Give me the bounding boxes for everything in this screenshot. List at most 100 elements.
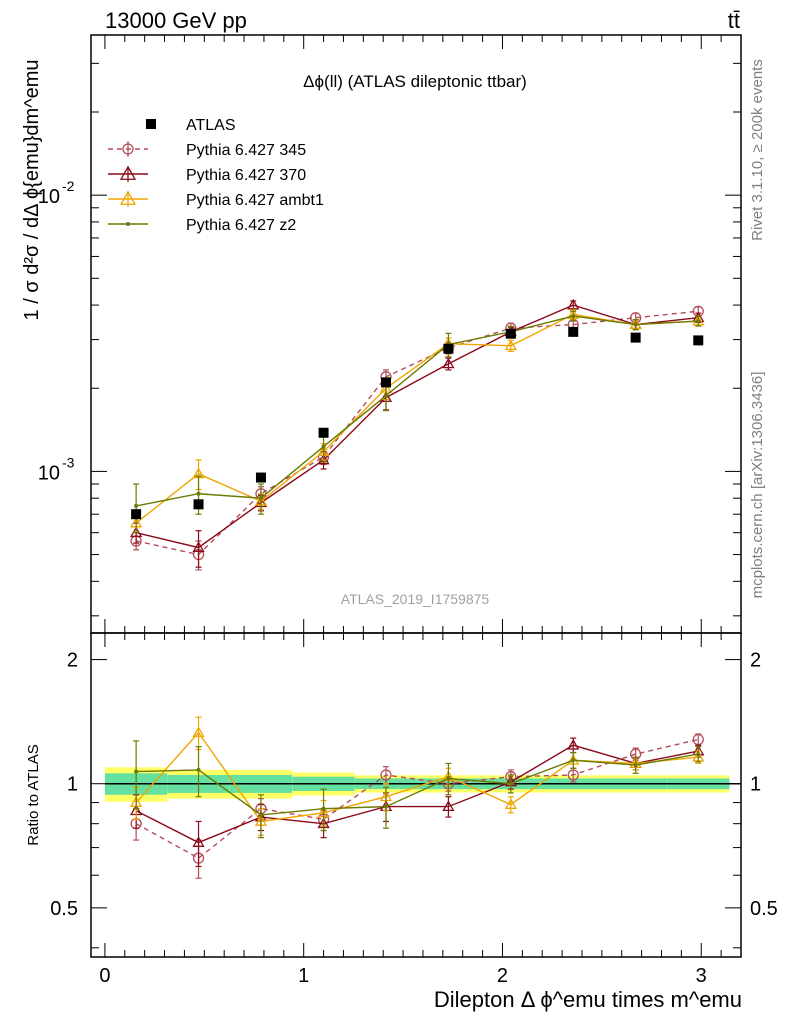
data-point: [442, 800, 455, 812]
data-point: [567, 769, 579, 781]
data-point: [633, 322, 638, 327]
data-point: [318, 427, 329, 438]
data-point: [630, 332, 641, 343]
series-line: [135, 304, 699, 549]
ratio-tick-label-right: 0.5: [750, 898, 778, 920]
header-left-label: 13000 GeV pp: [105, 8, 247, 33]
data-point: [633, 763, 638, 768]
data-point: [126, 222, 130, 226]
data-point: [442, 357, 455, 369]
data-point: [317, 453, 330, 465]
data-point: [255, 472, 266, 483]
legend-label: Pythia 6.427 z2: [186, 217, 296, 234]
y-tick-exponent: -3: [62, 454, 75, 470]
data-point: [134, 503, 139, 508]
legend: ATLAS Pythia 6.427 345 Pythia 6.427 370 Pyt…: [108, 117, 324, 234]
series-pythia-6-427-370: [130, 298, 705, 568]
data-point: [571, 758, 576, 763]
series-line: [135, 315, 699, 507]
analysis-id: ATLAS_2019_I1759875: [341, 591, 490, 607]
data-point: [196, 491, 201, 496]
series-atlas: [131, 326, 704, 520]
legend-entry: Pythia 6.427 370: [108, 165, 306, 184]
data-point: [196, 767, 201, 772]
data-point: [130, 526, 143, 538]
data-point: [571, 314, 576, 319]
data-point: [692, 733, 704, 746]
data-point: [192, 541, 205, 552]
data-point: [321, 444, 326, 449]
data-point: [192, 726, 205, 738]
data-point: [696, 319, 701, 324]
data-point: [504, 339, 517, 351]
data-point: [383, 804, 388, 809]
ratio-tick-label-right: 2: [750, 650, 761, 672]
chart-title: Δϕ(ll) (ATLAS dileptonic ttbar): [303, 72, 527, 91]
data-point: [696, 752, 701, 757]
legend-entry: ATLAS: [146, 117, 236, 134]
x-tick-label: 0: [99, 965, 110, 987]
ratio-line: [135, 744, 699, 844]
data-point: [383, 393, 388, 398]
ratio-series-pythia-6-427-z2: [133, 740, 702, 839]
ratio-series-pythia-6-427-370: [130, 737, 705, 868]
data-point: [567, 738, 580, 750]
source-label: mcplots.cern.ch [arXiv:1306.3436]: [749, 372, 766, 599]
ratio-line: [135, 738, 699, 859]
data-point: [504, 798, 517, 809]
ratio-tick-label-right: 1: [750, 774, 761, 796]
data-point: [119, 165, 137, 180]
data-point: [693, 335, 704, 346]
legend-label: Pythia 6.427 ambt1: [186, 192, 324, 209]
legend-label: Pythia 6.427 345: [186, 142, 306, 159]
data-point: [134, 769, 139, 774]
data-point: [380, 377, 391, 388]
data-point: [321, 806, 326, 811]
series-pythia-6-427-z2: [133, 310, 702, 534]
ratio-tick-label: 2: [67, 650, 78, 672]
series-pythia-6-427-345: [130, 305, 704, 571]
main-plot-area: [130, 298, 705, 571]
ratio-tick-label: 1: [67, 774, 78, 796]
ratio-frame: [90, 632, 742, 958]
x-tick-label: 3: [696, 965, 707, 987]
y-axis-title: 1 / σ d²σ / dΔ ϕ{emu}dm^emu: [21, 60, 43, 321]
ratio-line: [136, 753, 699, 816]
y-tick-exponent: -2: [62, 178, 75, 194]
legend-label: ATLAS: [186, 117, 236, 134]
data-point: [443, 343, 454, 354]
ratio-plot-area: [104, 716, 741, 879]
data-point: [193, 499, 204, 510]
legend-entry: Pythia 6.427 z2: [108, 217, 296, 234]
data-point: [119, 190, 137, 205]
x-tick-label: 2: [497, 965, 508, 987]
data-point: [131, 509, 142, 520]
series-pythia-6-427-ambt1: [130, 308, 705, 534]
ratio-axis-title: Ratio to ATLAS: [25, 744, 42, 845]
data-point: [258, 812, 263, 817]
ratio-line: [135, 731, 699, 823]
series-line: [135, 310, 699, 556]
y-tick-label: 10: [38, 462, 60, 484]
x-axis-title: Dilepton Δ ϕ^emu times m^emu: [434, 987, 742, 1012]
data-point: [122, 143, 134, 155]
axes: 0 1 2 310 -310 -20.5 0.51 12 2: [38, 34, 778, 987]
data-point: [192, 836, 205, 847]
header-right-label: tt̄: [728, 8, 740, 33]
data-point: [446, 776, 451, 781]
data-point: [146, 119, 156, 129]
data-point: [568, 326, 579, 337]
data-point: [505, 328, 516, 339]
rivet-label: Rivet 3.1.10, ≥ 200k events: [749, 59, 766, 241]
ratio-tick-label: 0.5: [50, 898, 78, 920]
y-tick-label: 10: [38, 186, 60, 208]
legend-label: Pythia 6.427 370: [186, 167, 306, 184]
legend-entry: Pythia 6.427 345: [108, 141, 306, 159]
x-tick-label: 1: [298, 965, 309, 987]
legend-entry: Pythia 6.427 ambt1: [108, 190, 324, 209]
series-line: [135, 313, 699, 524]
data-point: [380, 769, 392, 781]
data-point: [258, 496, 263, 501]
data-point: [508, 781, 513, 786]
